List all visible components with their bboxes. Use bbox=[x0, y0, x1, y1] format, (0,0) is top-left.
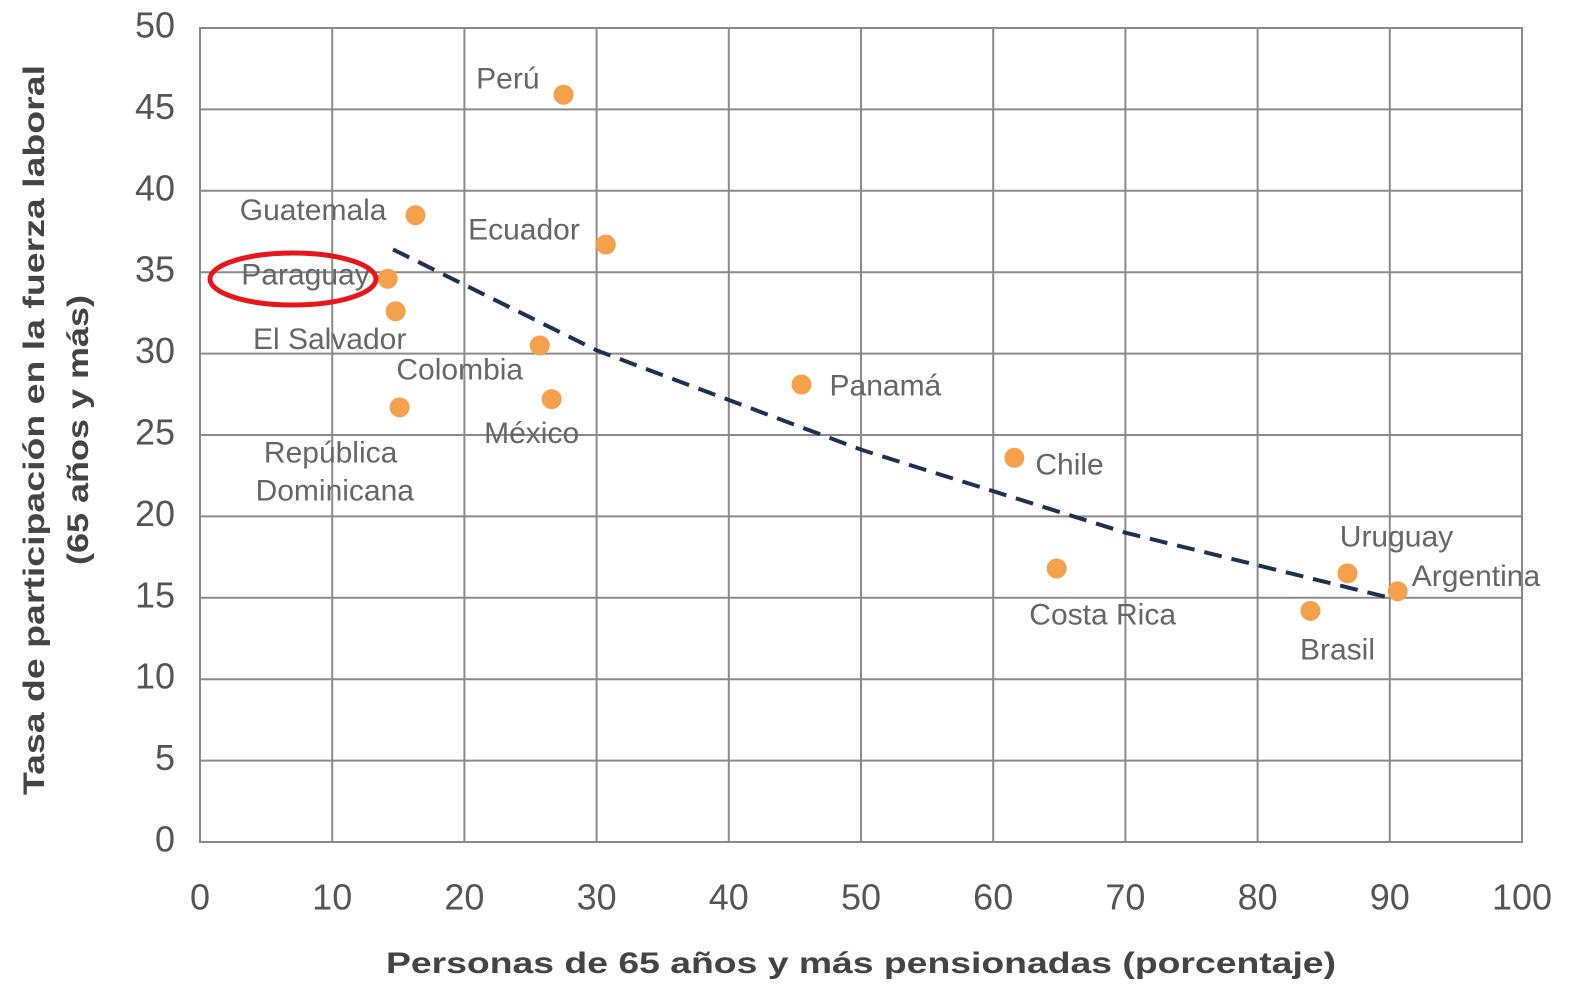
data-point bbox=[1004, 447, 1025, 468]
point-label: Uruguay bbox=[1340, 520, 1453, 553]
x-tick-label: 10 bbox=[312, 877, 352, 918]
x-tick-label: 70 bbox=[1105, 877, 1145, 918]
data-point bbox=[553, 84, 574, 105]
y-tick-label: 0 bbox=[155, 819, 175, 860]
x-tick-label: 90 bbox=[1370, 877, 1410, 918]
y-axis-label: Tasa de participación en la fuerza labor… bbox=[18, 65, 51, 795]
data-point bbox=[405, 205, 426, 226]
data-point bbox=[595, 234, 616, 255]
x-tick-label: 60 bbox=[973, 877, 1013, 918]
point-label: Costa Rica bbox=[1029, 598, 1176, 631]
y-tick-label: 20 bbox=[135, 493, 175, 534]
data-point bbox=[529, 335, 550, 356]
point-label: Paraguay bbox=[241, 259, 369, 292]
x-tick-label: 80 bbox=[1238, 877, 1278, 918]
data-point bbox=[385, 301, 406, 322]
data-point bbox=[541, 389, 562, 410]
x-tick-label: 0 bbox=[190, 877, 210, 918]
y-tick-label: 15 bbox=[135, 574, 175, 615]
x-tick-label: 50 bbox=[841, 877, 881, 918]
x-tick-label: 20 bbox=[444, 877, 484, 918]
point-label: República Dominicana bbox=[247, 436, 414, 507]
y-tick-label: 45 bbox=[135, 86, 175, 127]
point-label: Argentina bbox=[1412, 560, 1541, 593]
point-label: México bbox=[484, 417, 579, 450]
trend-line bbox=[392, 247, 1391, 600]
plot-border bbox=[199, 27, 1523, 843]
data-point bbox=[1046, 558, 1067, 579]
point-label: Ecuador bbox=[468, 213, 580, 246]
point-label: Brasil bbox=[1300, 634, 1375, 667]
point-label: El Salvador bbox=[253, 323, 406, 356]
data-point bbox=[1300, 600, 1321, 621]
highlight-ellipse bbox=[207, 250, 379, 308]
data-point bbox=[791, 374, 812, 395]
y-tick-label: 25 bbox=[135, 412, 175, 453]
point-label: Panamá bbox=[830, 369, 942, 402]
point-label: Colombia bbox=[396, 353, 523, 386]
x-tick-label: 40 bbox=[709, 877, 749, 918]
x-tick-label: 30 bbox=[577, 877, 617, 918]
y-tick-label: 50 bbox=[135, 5, 175, 46]
x-tick-label: 100 bbox=[1492, 877, 1552, 918]
y-tick-label: 10 bbox=[135, 656, 175, 697]
y-axis-label: (65 años y más) bbox=[62, 295, 95, 565]
data-point bbox=[389, 397, 410, 418]
y-tick-label: 5 bbox=[155, 737, 175, 778]
point-label: Chile bbox=[1035, 449, 1103, 482]
point-label: Guatemala bbox=[240, 194, 387, 227]
y-tick-label: 35 bbox=[135, 249, 175, 290]
y-tick-label: 40 bbox=[135, 167, 175, 208]
data-point bbox=[1387, 581, 1408, 602]
x-axis-label: Personas de 65 años y más pensionadas (p… bbox=[386, 947, 1336, 980]
data-point bbox=[1337, 563, 1358, 584]
data-point bbox=[377, 268, 398, 289]
y-tick-label: 30 bbox=[135, 330, 175, 371]
point-label: Perú bbox=[476, 63, 539, 96]
